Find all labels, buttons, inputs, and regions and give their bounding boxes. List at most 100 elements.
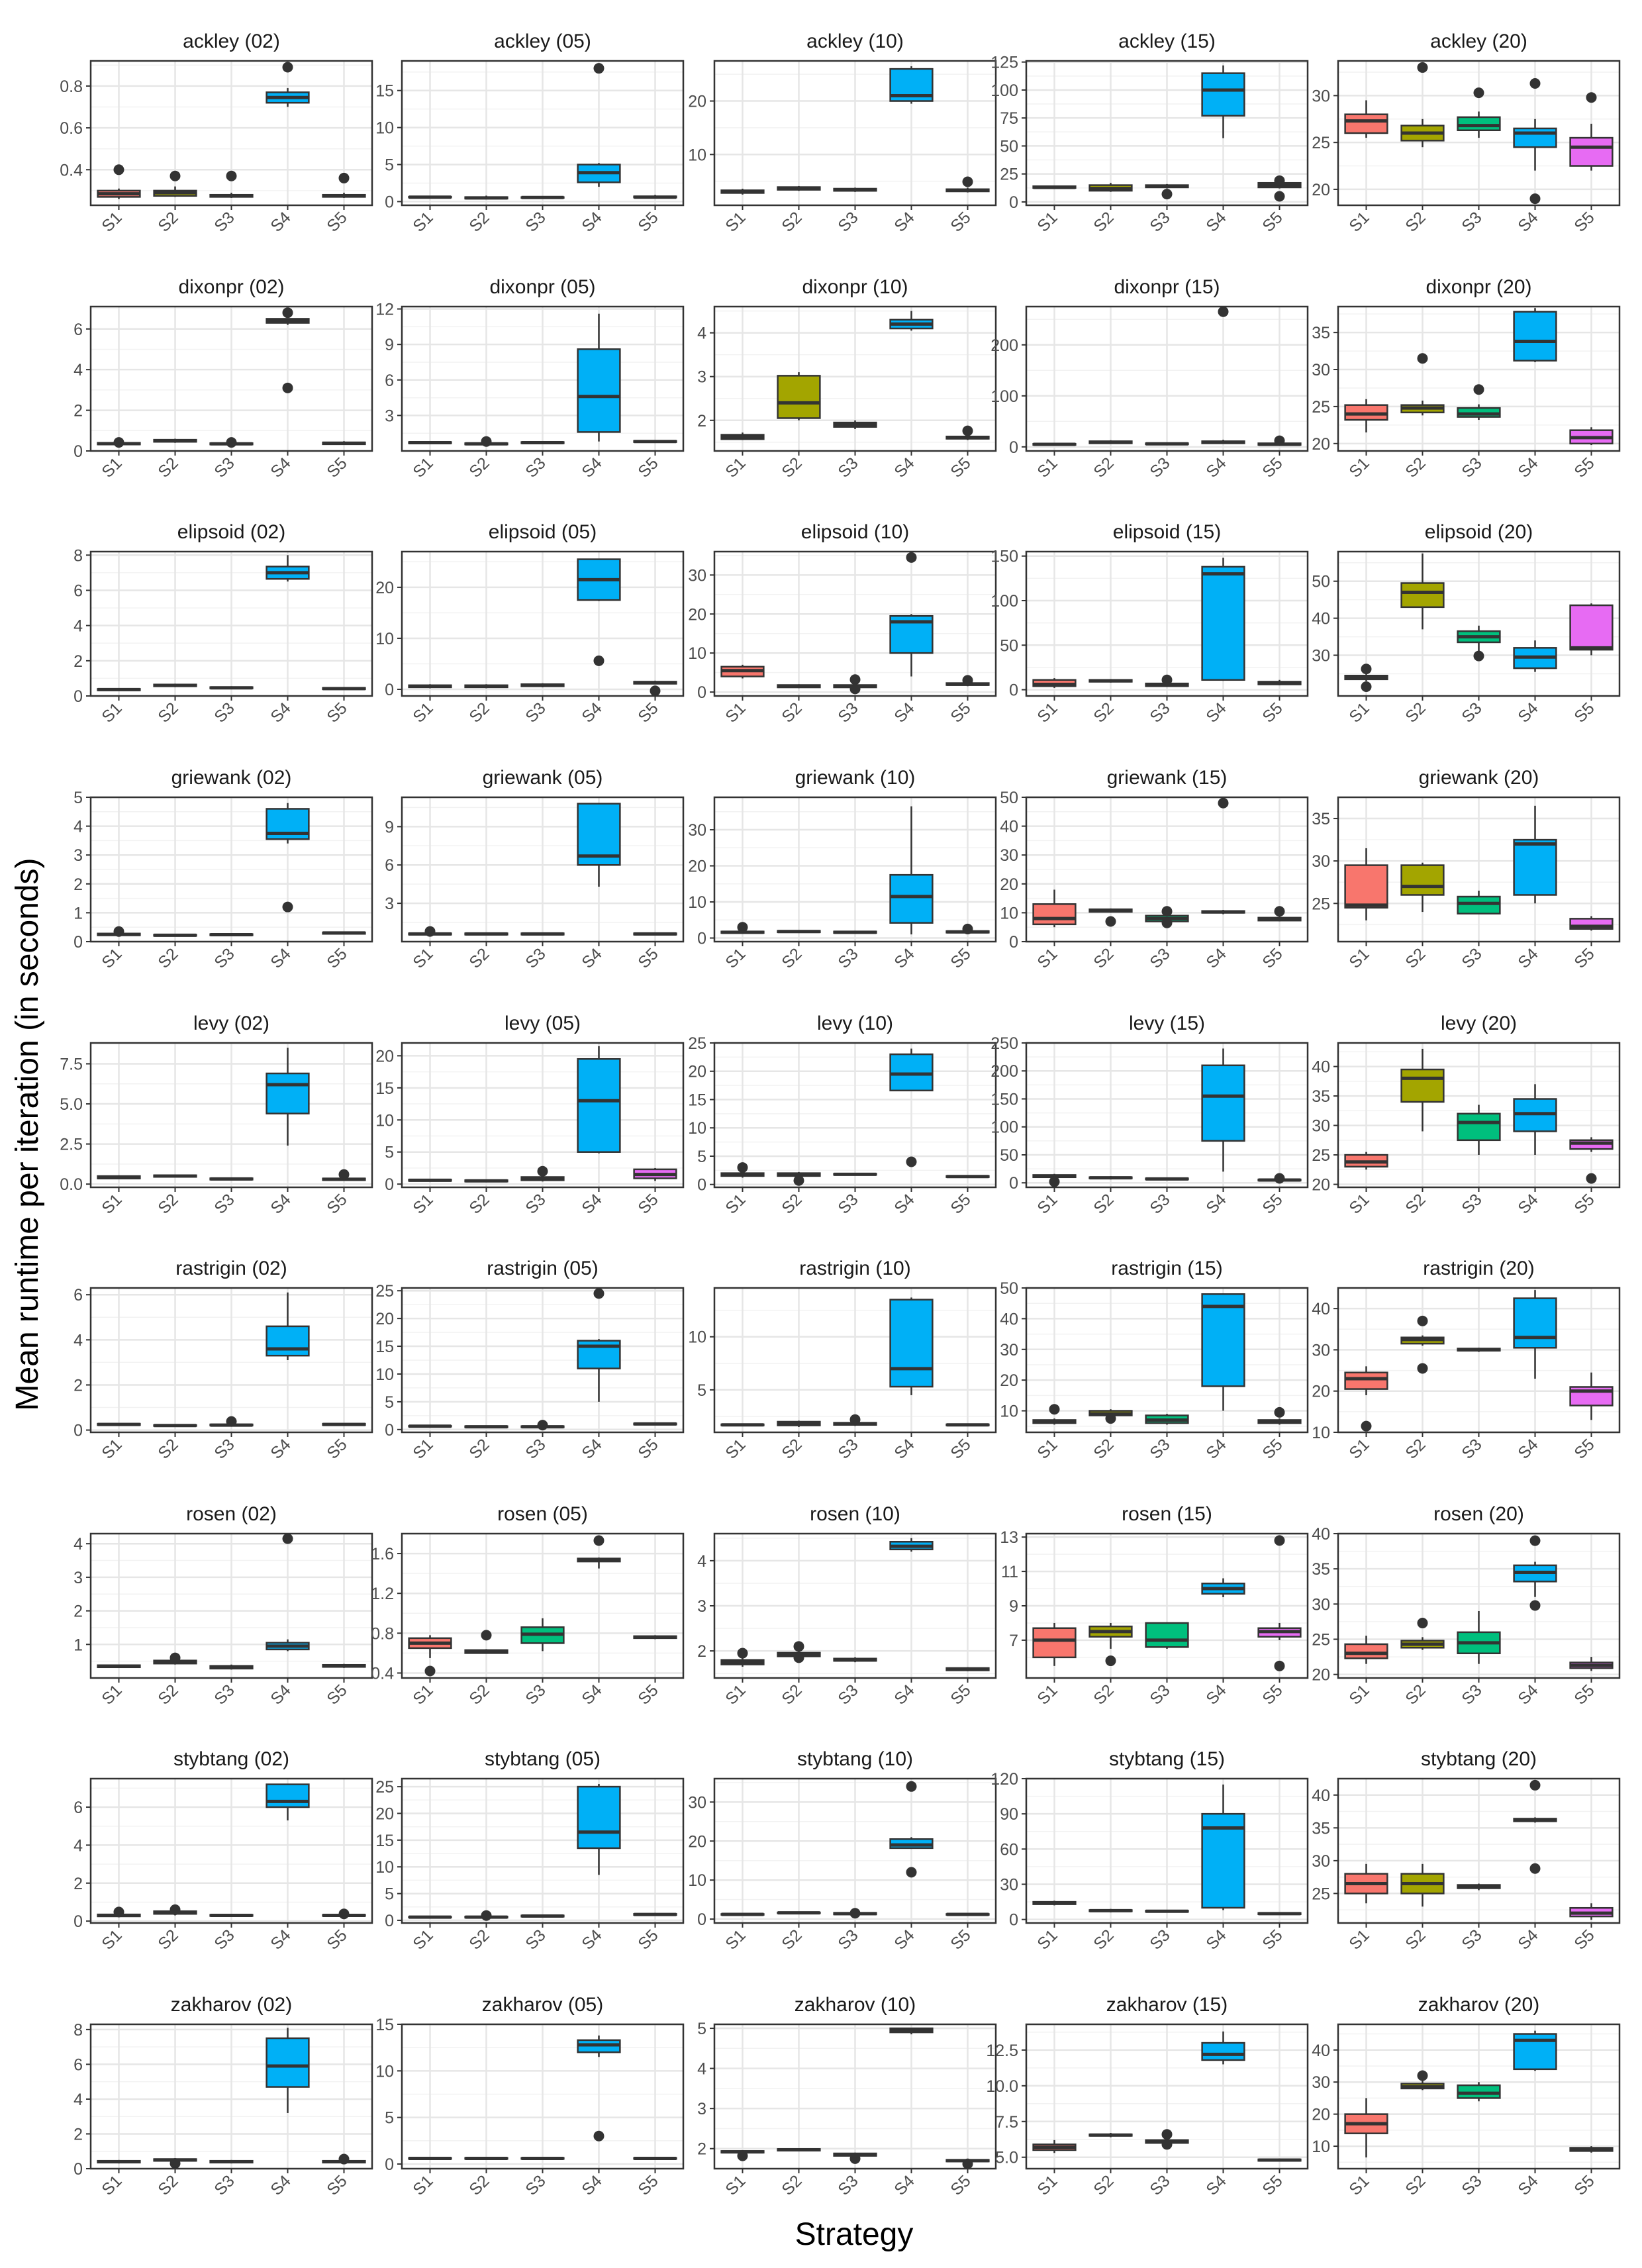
panel-border <box>1025 796 1309 943</box>
panel-rastrigin-02: rastrigin (02) 0 2 4 6 S1 S2 S3 S4 S5 <box>73 1257 373 1463</box>
x-tick-label: S2 <box>465 1190 493 1217</box>
box-s3 <box>833 1908 877 1919</box>
box-s2 <box>1088 1622 1133 1667</box>
x-tick-label: S2 <box>465 1926 493 1953</box>
outlier-point <box>1473 650 1484 662</box>
x-tick-label: S4 <box>1514 1681 1541 1708</box>
outlier-point <box>537 1420 548 1431</box>
y-tick-label: 60 <box>1000 1840 1018 1859</box>
outlier-point <box>1586 1173 1597 1184</box>
outlier-point <box>593 655 604 666</box>
x-tick-label: S1 <box>409 454 436 481</box>
x-tick-label: S2 <box>154 1190 181 1217</box>
box-body <box>1201 1293 1245 1387</box>
y-tick-label: 10 <box>1312 1424 1330 1442</box>
box-s3 <box>520 1165 565 1182</box>
y-tick-label: 0 <box>73 2160 83 2179</box>
box-s2 <box>464 932 508 936</box>
box-s3 <box>833 187 877 192</box>
box-s5 <box>945 1423 990 1427</box>
panel-border <box>1025 2023 1309 2170</box>
x-tick-label: S1 <box>409 944 436 971</box>
box-s2 <box>1400 862 1445 912</box>
box-s3 <box>209 170 254 198</box>
x-tick-label: S4 <box>578 944 605 971</box>
box-body <box>1201 72 1245 117</box>
x-tick-label: S5 <box>323 1926 350 1953</box>
panel-rosen-15: rosen (15) 7 9 11 13 S1 S2 S3 S4 S5 <box>1000 1503 1309 1708</box>
y-tick-label: 7 <box>1009 1632 1018 1650</box>
box-s4 <box>266 1783 310 1821</box>
y-tick-label: 10 <box>688 146 706 164</box>
panel-border <box>1337 1777 1621 1924</box>
x-tick-label: S2 <box>1090 454 1117 481</box>
box-s3 <box>209 1177 254 1181</box>
box-s3 <box>1457 1883 1501 1891</box>
x-tick-label: S3 <box>1146 944 1173 971</box>
panel-border <box>1337 60 1621 207</box>
y-tick-label: 30 <box>688 566 706 585</box>
box-s2 <box>777 930 821 934</box>
box-s4 <box>266 555 310 582</box>
box-s3 <box>1145 2129 1189 2150</box>
outlier-point <box>593 63 604 74</box>
panel-border <box>713 1532 997 1679</box>
box-body <box>777 375 821 419</box>
box-s5 <box>1257 679 1302 685</box>
x-tick-label: S2 <box>465 699 493 726</box>
panel-title: zakharov (15) <box>1106 1994 1228 2016</box>
box-s5 <box>633 932 677 936</box>
y-tick-label: 5.0 <box>995 2149 1018 2167</box>
x-tick-label: S4 <box>1514 454 1541 481</box>
x-tick-label: S2 <box>1090 1190 1117 1217</box>
y-tick-label: 30 <box>1312 361 1330 379</box>
box-s4 <box>577 1784 621 1875</box>
panel-border <box>401 796 685 943</box>
y-tick-label: 6 <box>73 581 83 600</box>
x-tick-label: S1 <box>1345 699 1373 726</box>
box-s3 <box>833 420 877 429</box>
box-s5 <box>322 1908 366 1920</box>
box-body <box>1145 1622 1189 1648</box>
x-tick-label: S2 <box>778 1926 805 1953</box>
x-tick-label: S2 <box>1402 1681 1429 1708</box>
x-tick-label: S4 <box>1202 2171 1230 2198</box>
box-s3 <box>1145 1909 1189 1913</box>
y-tick-label: 3 <box>73 846 83 865</box>
box-s2 <box>153 170 197 197</box>
x-tick-label: S1 <box>1345 1926 1373 1953</box>
box-s3 <box>1457 625 1501 662</box>
outlier-point <box>1529 193 1541 205</box>
x-tick-label: S5 <box>1259 208 1286 235</box>
box-s4 <box>889 806 934 935</box>
outlier-point <box>282 901 293 912</box>
x-tick-label: S5 <box>1259 699 1286 726</box>
x-tick-label: S1 <box>722 699 749 726</box>
box-s1 <box>1344 1636 1388 1664</box>
box-body <box>889 873 934 924</box>
y-tick-label: 0.4 <box>60 161 83 179</box>
y-tick-label: 30 <box>1312 1852 1330 1871</box>
box-s5 <box>1257 1535 1302 1671</box>
y-tick-label: 10 <box>1312 2138 1330 2156</box>
box-s2 <box>1400 2070 1445 2091</box>
box-s5 <box>322 1422 366 1426</box>
box-body <box>577 1785 621 1849</box>
x-tick-label: S3 <box>522 1926 549 1953</box>
panel-border <box>713 550 997 697</box>
outlier-point <box>226 170 237 181</box>
panel-border <box>1337 1042 1621 1189</box>
box-s2 <box>1088 1409 1133 1424</box>
x-tick-label: S5 <box>634 1681 661 1708</box>
x-tick-label: S3 <box>834 1681 861 1708</box>
x-tick-label: S1 <box>409 1681 436 1708</box>
box-s1 <box>408 195 452 199</box>
panel-title: rastrigin (20) <box>1423 1257 1534 1279</box>
box-s5 <box>945 1667 990 1671</box>
box-s2 <box>1400 1048 1445 1132</box>
x-tick-label: S5 <box>1259 1681 1286 1708</box>
box-body <box>1400 1068 1445 1103</box>
y-tick-label: 20 <box>1312 1176 1330 1195</box>
box-s4 <box>1201 797 1245 914</box>
x-tick-label: S4 <box>1202 208 1230 235</box>
